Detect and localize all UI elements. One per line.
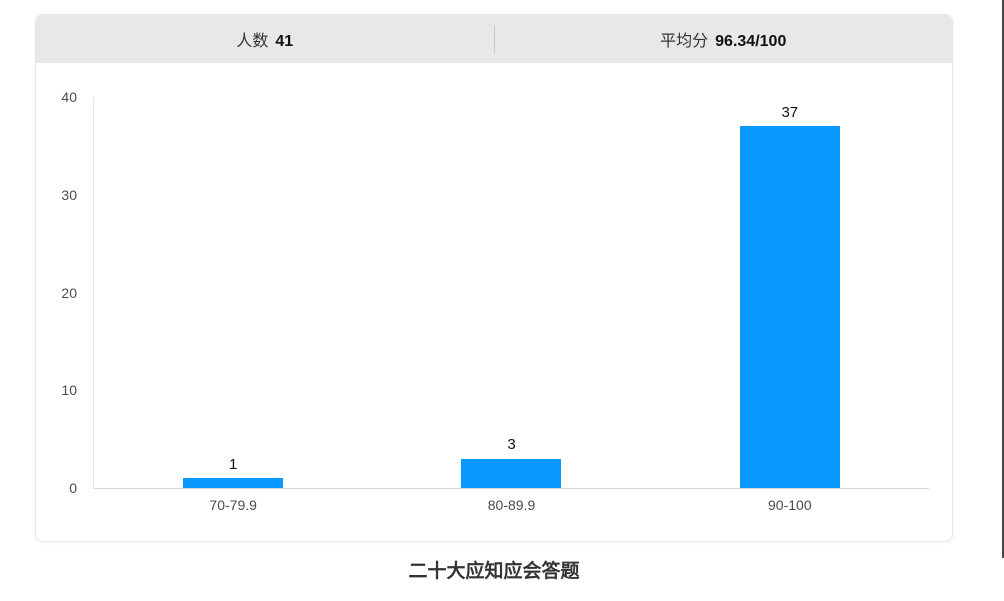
stat-people-count-value: 41 [275,33,294,50]
bar-value-label: 37 [781,103,799,121]
bar-group: 3 80-89.9 [372,97,650,513]
stat-people-count: 人数 41 [36,27,494,51]
y-axis-tick-label: 30 [61,186,77,203]
y-axis: 0 10 20 30 40 [36,90,86,495]
chart-title: 二十大应知应会答题 [408,561,580,582]
header-divider [493,25,495,53]
x-axis-category-label: 70-79.9 [209,497,257,513]
score-distribution-card: 人数 41 平均分 96.34/100 0 10 20 30 40 1 70-79.9 3 80-… [35,14,953,542]
bar-value-label: 3 [507,436,516,454]
x-axis-category-label: 80-89.9 [487,497,536,513]
bar[interactable] [739,126,840,488]
y-axis-tick-label: 0 [69,480,77,496]
stat-average-score-value: 96.34/100 [715,33,787,50]
bar-group: 1 70-79.9 [94,97,372,513]
y-axis-tick-label: 10 [61,382,77,399]
stat-people-count-label: 人数 [236,33,269,50]
plot-area: 1 70-79.9 3 80-89.9 37 90-100 [93,97,929,513]
bar[interactable] [183,478,284,488]
bar-value-label: 1 [228,455,238,473]
x-axis-category-label: 90-100 [768,497,812,513]
y-axis-tick-label: 40 [61,89,77,105]
stats-header: 人数 41 平均分 96.34/100 [36,15,952,63]
screen-right-edge [1002,0,1004,558]
bar[interactable] [461,458,562,488]
bar-group: 37 90-100 [651,97,929,513]
y-axis-tick-label: 20 [61,284,77,301]
stat-average-score: 平均分 96.34/100 [495,27,953,51]
stat-average-score-label: 平均分 [660,33,709,50]
